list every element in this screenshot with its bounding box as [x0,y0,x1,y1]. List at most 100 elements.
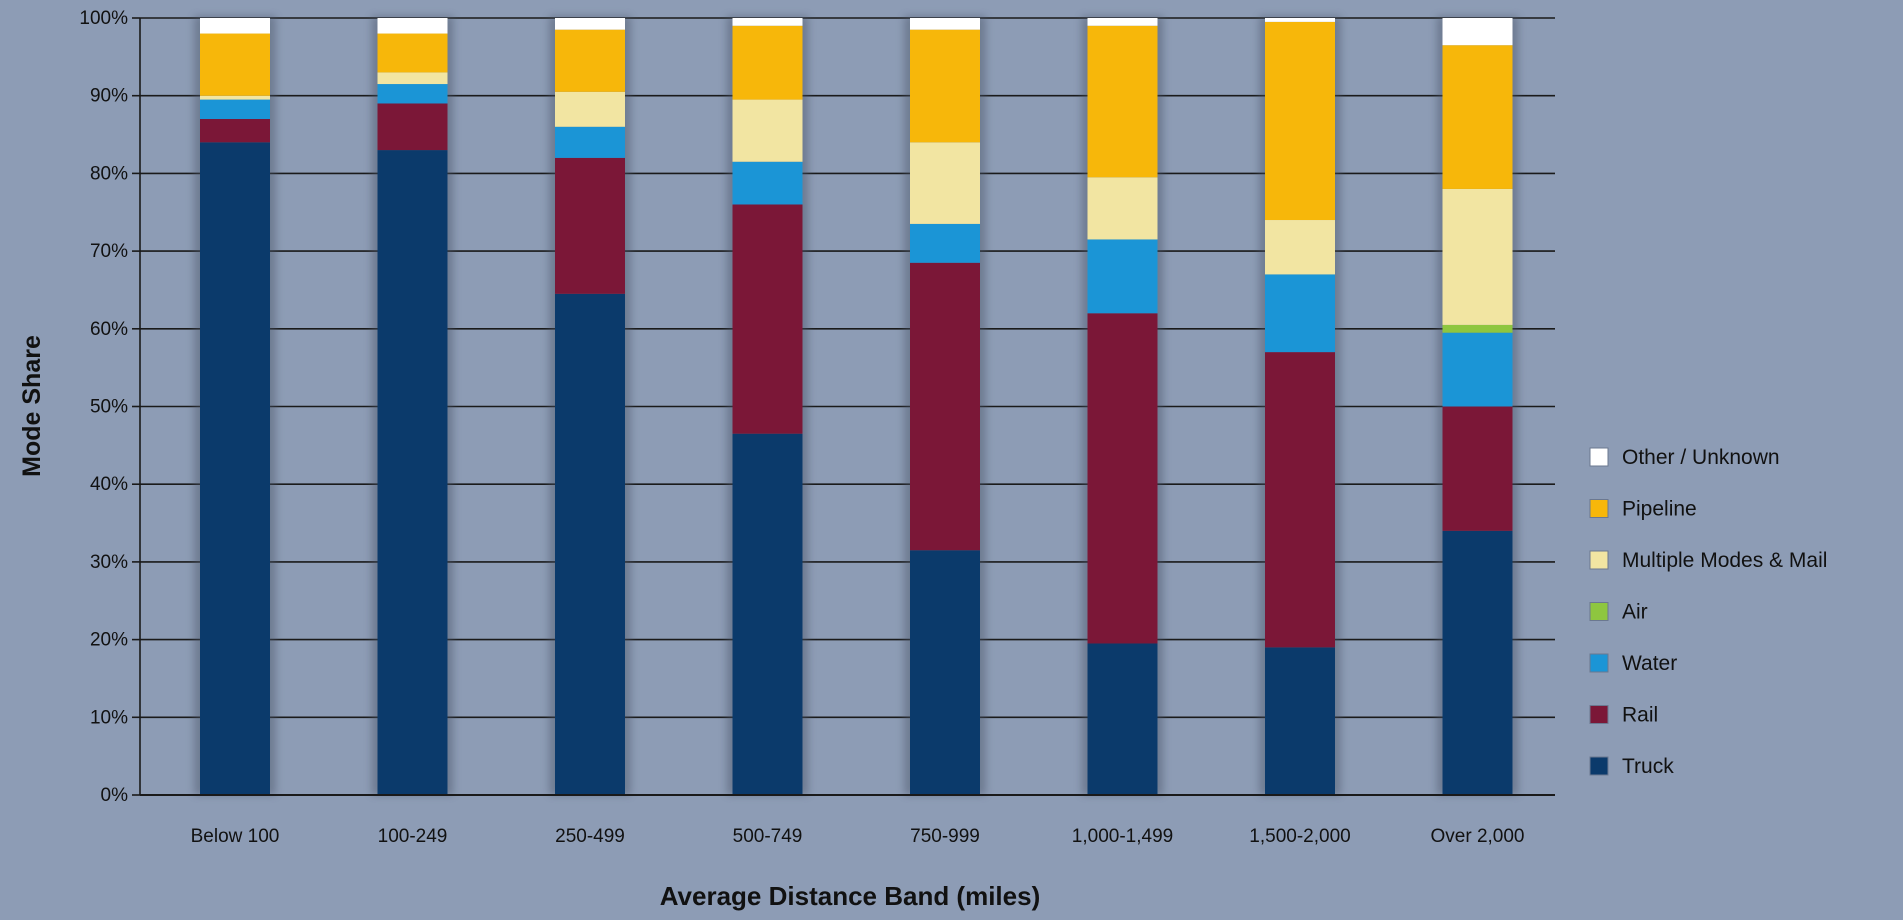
x-tick-label: Below 100 [191,826,280,847]
bar-segment-multiple-modes-mail [377,72,448,85]
legend-item: Rail [1589,704,1658,727]
x-axis-label: Average Distance Band (miles) [660,881,1041,911]
x-tick-label: 500-749 [733,826,803,847]
bar-segment-pipeline [732,25,803,100]
x-tick-label: Over 2,000 [1431,826,1525,847]
x-tick-label: 1,500-2,000 [1249,826,1350,847]
legend-label: Multiple Modes & Mail [1622,549,1827,572]
bar-group-7 [1436,16,1519,795]
bar-segment-water [732,161,803,205]
bar-segment-water [555,126,625,158]
legend-swatch [1589,653,1609,673]
legend-item: Water [1589,652,1677,675]
bar-segment-air [1442,324,1513,333]
gridlines [132,17,1555,796]
bar-segment-multiple-modes-mail [555,91,625,127]
bar-segment-rail [1087,313,1158,644]
bar-segment-other-unknown [377,18,448,34]
bar-segment-truck [910,550,980,795]
bar-group-1 [371,16,454,796]
bar-segment-pipeline [1087,25,1158,178]
legend-swatch [1589,756,1609,776]
y-tick-label-0: 0% [101,785,129,806]
y-tick-label-100: 100% [79,8,128,29]
bar-segment-water [200,99,270,120]
bar-segment-pipeline [910,29,980,143]
bar-segment-rail [377,103,448,151]
legend-item: Other / Unknown [1589,446,1780,469]
bar-segment-truck [1442,530,1513,795]
bar-segment-rail [910,262,980,551]
bar-segment-multiple-modes-mail [1265,220,1335,275]
bar-segment-water [1265,274,1335,353]
bar-segment-multiple-modes-mail [1442,188,1513,325]
x-tick-label: 100-249 [378,826,448,847]
bar-segment-multiple-modes-mail [1087,177,1158,240]
bar-segment-pipeline [200,33,270,96]
bar-segment-water [1442,332,1513,407]
legend-swatch [1589,550,1609,570]
y-tick-label-60: 60% [90,319,128,340]
bar-segment-other-unknown [555,18,625,30]
bar-segment-other-unknown [1442,18,1513,46]
legend-swatch [1589,602,1609,621]
bar-segment-water [377,84,448,104]
bar-segment-other-unknown [1087,18,1158,26]
bar-group-6 [1259,16,1341,795]
legend-label: Air [1622,601,1648,624]
bar-segment-rail [200,119,270,143]
y-tick-label-20: 20% [90,630,128,651]
bar-segment-water [1087,239,1158,314]
bar-segment-truck [200,142,270,795]
bar-segment-pipeline [377,33,448,73]
y-tick-label-90: 90% [90,86,128,107]
bar-segment-water [910,223,980,263]
y-tick-label-40: 40% [90,474,128,495]
legend-swatch [1589,499,1609,518]
legend-item: Pipeline [1589,498,1697,521]
legend-swatch [1589,705,1609,724]
bar-segment-other-unknown [1265,18,1335,22]
bar-group-5 [1081,16,1164,795]
bar-segment-multiple-modes-mail [732,99,803,162]
bar-segment-rail [1442,406,1513,531]
bar-segment-truck [1265,647,1335,795]
bar-segment-truck [732,433,803,795]
bar-segment-truck [555,293,625,795]
y-tick-label-80: 80% [90,163,128,184]
bar-segment-pipeline [555,29,625,92]
y-tick-label-70: 70% [90,241,128,262]
bar-segment-pipeline [1442,45,1513,189]
y-axis-ticks: 0% 10% 20% 30% 40% 50% 60% 70% 80% 90% 100% [79,8,128,806]
x-tick-label: 1,000-1,499 [1072,826,1173,847]
bar-segment-rail [1265,352,1335,648]
bar-segment-other-unknown [910,18,980,30]
legend-label: Pipeline [1622,498,1697,521]
legend-item: Truck [1589,755,1674,778]
legend-item: Multiple Modes & Mail [1589,549,1827,572]
legend-swatch [1589,447,1609,467]
y-tick-label-50: 50% [90,397,128,418]
bar-segment-truck [1087,643,1158,795]
y-tick-label-10: 10% [90,707,128,728]
y-tick-label-30: 30% [90,552,128,573]
bar-group-3 [726,16,809,795]
bar-segment-multiple-modes-mail [200,95,270,100]
legend-item: Air [1589,601,1648,624]
x-tick-label: 750-999 [910,826,980,847]
legend-label: Water [1622,652,1677,675]
legend-label: Rail [1622,704,1658,727]
bar-segment-other-unknown [200,18,270,34]
bar-segment-multiple-modes-mail [910,142,980,224]
bar-segment-rail [555,157,625,294]
x-tick-label: 250-499 [555,826,625,847]
x-axis-ticks: Below 100 100-249 250-499 500-749 750-999 1,0… [191,826,1525,847]
bar-group-4 [904,16,986,795]
bar-segment-other-unknown [732,18,803,26]
bar-segment-rail [732,204,803,434]
bar-segment-pipeline [1265,21,1335,221]
legend: Other / Unknown Pipeline Multiple Modes & … [1589,446,1827,778]
bar-group-0 [194,16,276,795]
